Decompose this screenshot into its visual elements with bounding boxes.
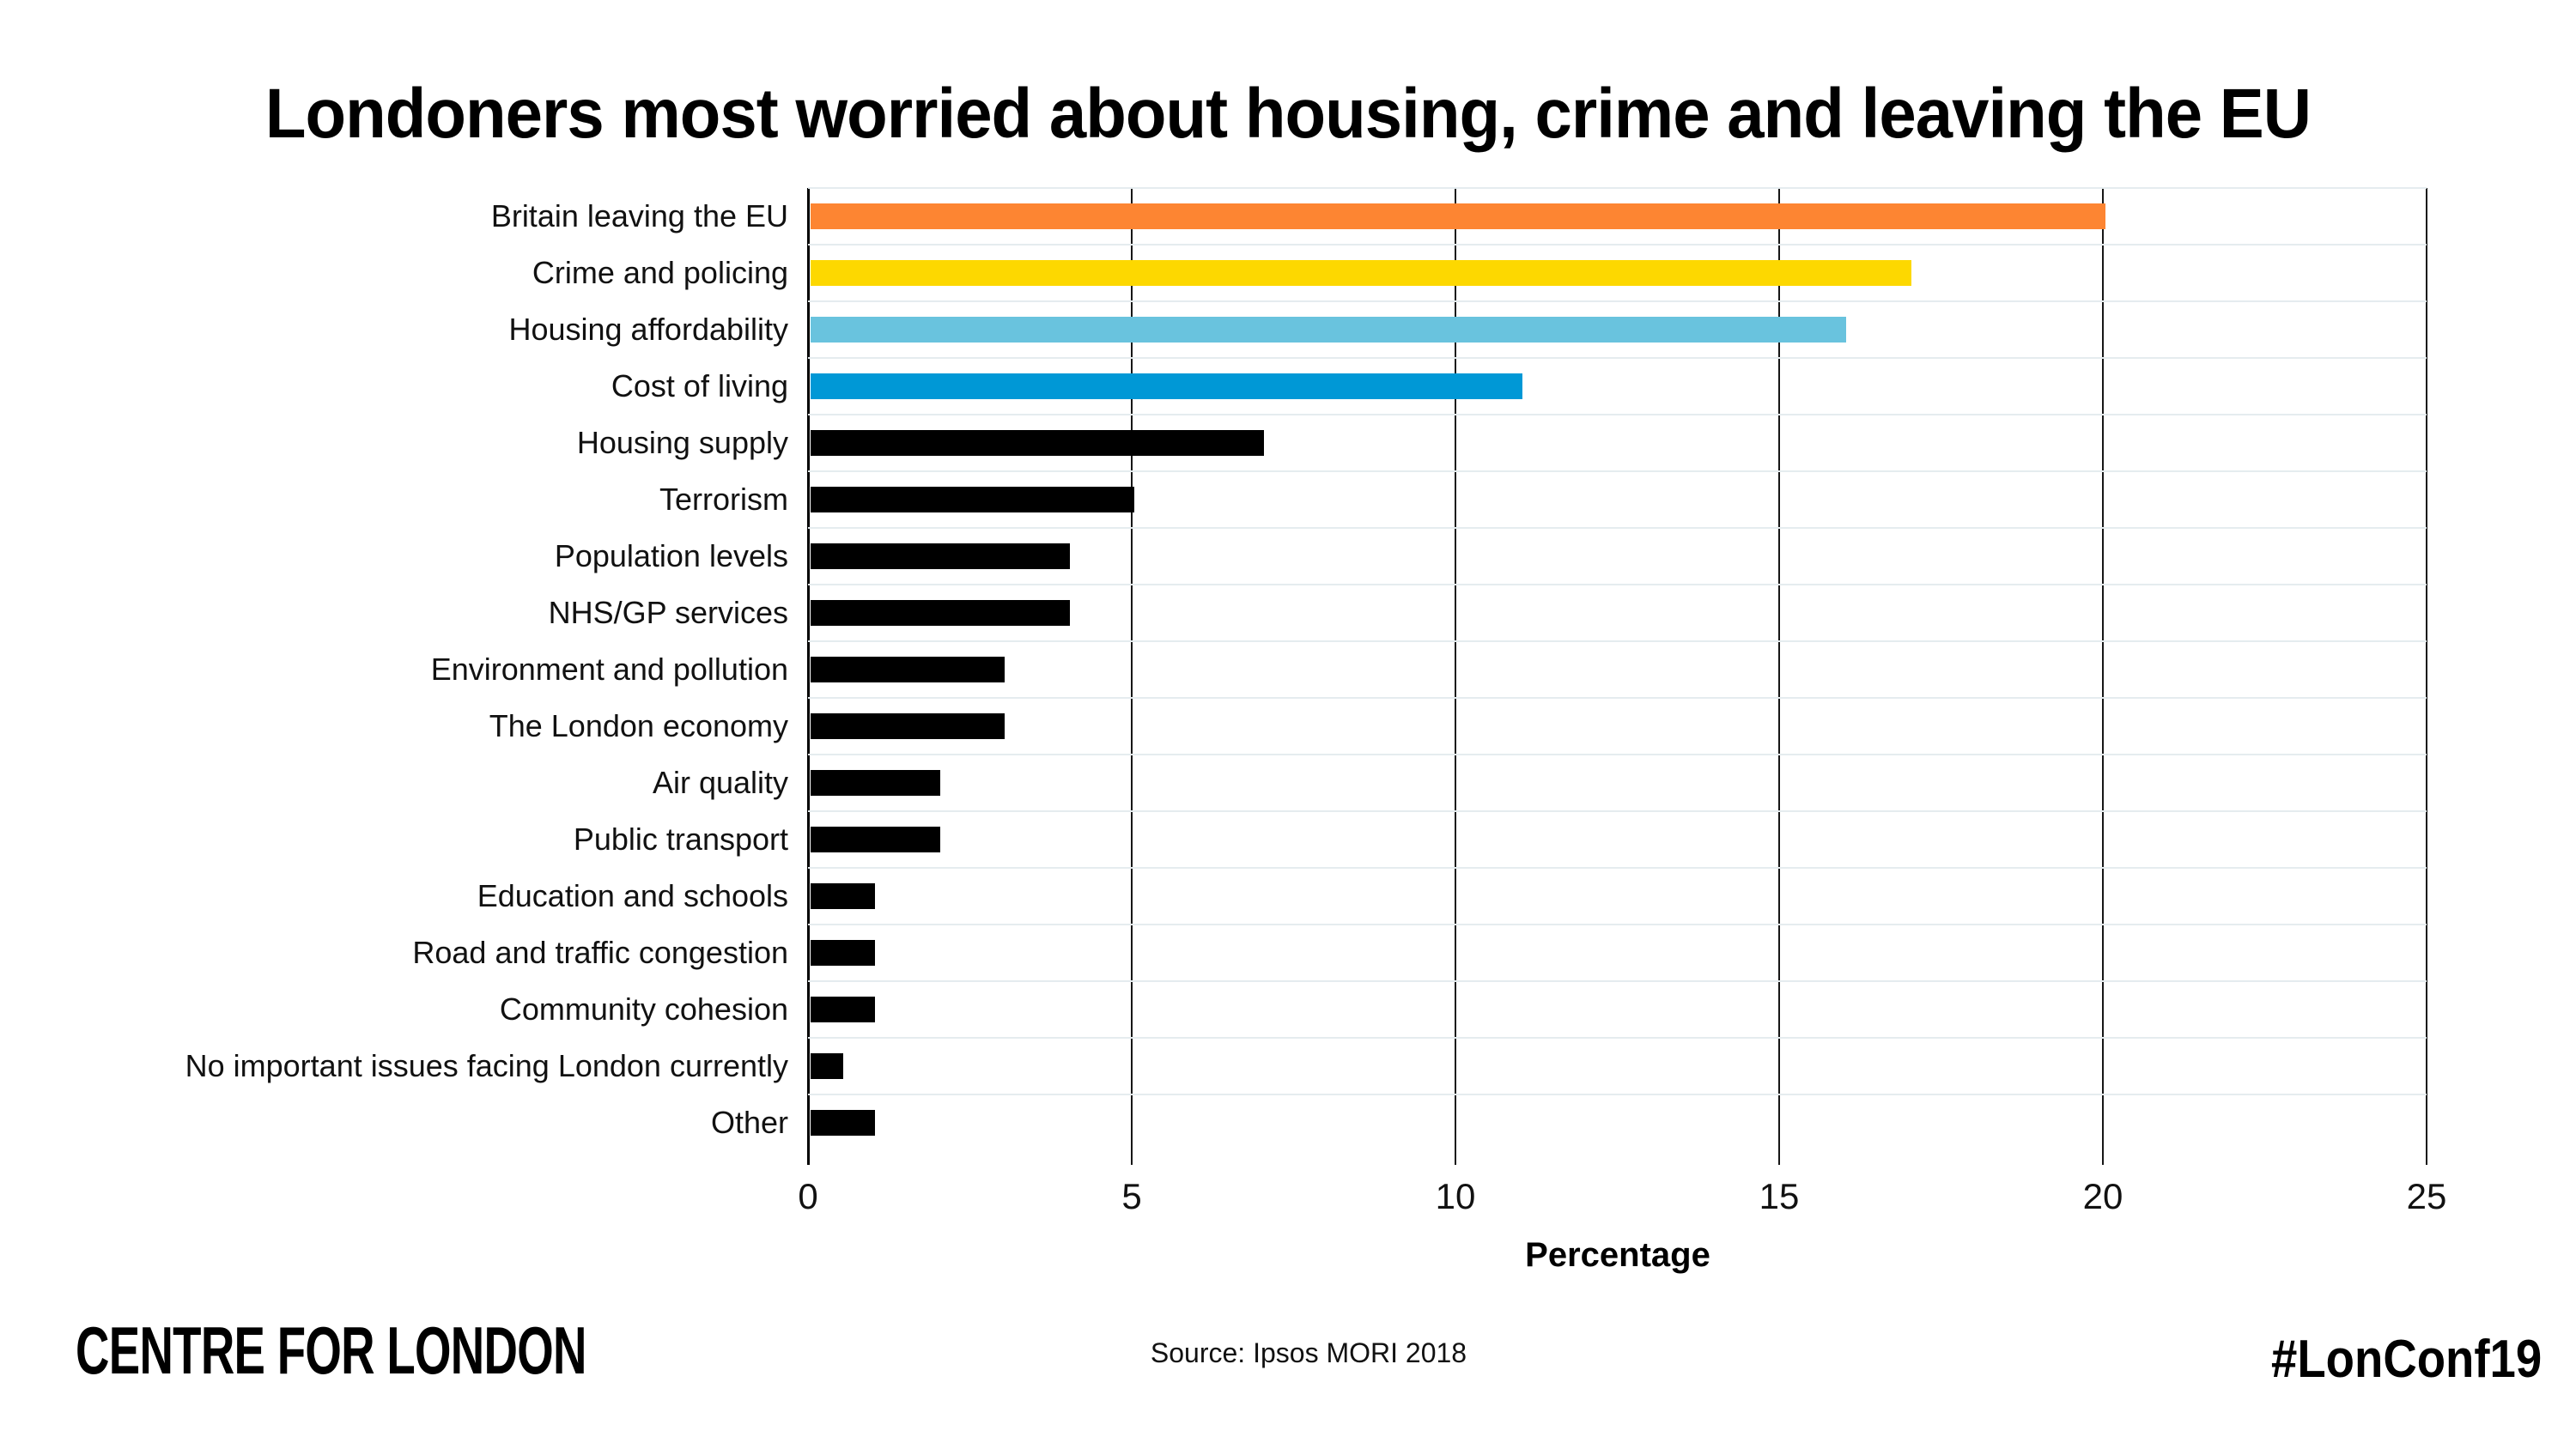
vertical-gridline xyxy=(1455,188,1456,1165)
chart-title: Londoners most worried about housing, cr… xyxy=(264,75,2312,153)
bar-label: Education and schools xyxy=(477,878,788,913)
bar xyxy=(811,260,1911,286)
row-separator-line xyxy=(808,924,2427,925)
x-tick-label: 10 xyxy=(1435,1176,1476,1216)
y-axis-line xyxy=(806,188,810,1165)
bar-label: The London economy xyxy=(489,708,788,743)
x-tick-label: 0 xyxy=(798,1176,818,1216)
row-separator-line xyxy=(808,584,2427,585)
x-tick-label: 15 xyxy=(1759,1176,1800,1216)
bar xyxy=(811,657,1005,682)
bar-label: Housing supply xyxy=(576,425,788,460)
row-separator-line xyxy=(808,1037,2427,1039)
bar-label: Other xyxy=(710,1105,788,1140)
row-separator-line xyxy=(808,187,2427,189)
x-tick-label: 20 xyxy=(2082,1176,2123,1216)
bar xyxy=(811,883,876,909)
row-separator-line xyxy=(808,244,2427,246)
row-separator-line xyxy=(808,300,2427,302)
bar xyxy=(811,373,1523,399)
bar xyxy=(811,487,1134,512)
row-separator-line xyxy=(808,867,2427,869)
row-separator-line xyxy=(808,640,2427,642)
centre-for-london-logo: CENTRE FOR LONDON xyxy=(76,1313,586,1388)
bar xyxy=(811,1110,876,1136)
row-separator-line xyxy=(808,754,2427,755)
row-separator-line xyxy=(808,1094,2427,1095)
bar xyxy=(811,770,940,796)
bar-label: NHS/GP services xyxy=(548,595,788,630)
conference-hashtag: #LonConf19 xyxy=(2270,1330,2542,1389)
bar-label: No important issues facing London curren… xyxy=(185,1048,788,1083)
vertical-gridline xyxy=(2426,188,2427,1165)
bar xyxy=(811,317,1847,343)
row-separator-line xyxy=(808,527,2427,529)
bar xyxy=(811,997,876,1022)
row-separator-line xyxy=(808,697,2427,699)
bar xyxy=(811,430,1264,456)
bar-label: Crime and policing xyxy=(532,255,788,290)
row-separator-line xyxy=(808,810,2427,812)
bar-label: Air quality xyxy=(652,765,788,800)
bar-label: Terrorism xyxy=(659,482,788,517)
vertical-gridline xyxy=(1131,188,1133,1165)
bar xyxy=(811,203,2105,229)
bar-label: Population levels xyxy=(554,538,788,573)
bar xyxy=(811,1053,843,1079)
row-separator-line xyxy=(808,980,2427,982)
vertical-gridline xyxy=(1778,188,1780,1165)
bar-label: Housing affordability xyxy=(508,312,788,347)
bar-label: Community cohesion xyxy=(499,991,788,1027)
bar xyxy=(811,713,1005,739)
bar xyxy=(811,940,876,966)
x-tick-label: 25 xyxy=(2406,1176,2447,1216)
bar-label: Road and traffic congestion xyxy=(412,935,788,970)
row-separator-line xyxy=(808,470,2427,472)
source-note: Source: Ipsos MORI 2018 xyxy=(1150,1337,1467,1368)
row-separator-line xyxy=(808,357,2427,359)
bar-label: Public transport xyxy=(573,822,788,857)
bar xyxy=(811,543,1070,569)
x-axis-label: Percentage xyxy=(1525,1236,1710,1274)
x-tick-label: 5 xyxy=(1121,1176,1142,1216)
bar-label: Cost of living xyxy=(611,368,788,403)
bar-label: Environment and pollution xyxy=(430,652,788,687)
vertical-gridline xyxy=(2102,188,2104,1165)
bar xyxy=(811,600,1070,626)
row-separator-line xyxy=(808,414,2427,415)
bar xyxy=(811,827,940,852)
bar-label: Britain leaving the EU xyxy=(490,198,788,233)
